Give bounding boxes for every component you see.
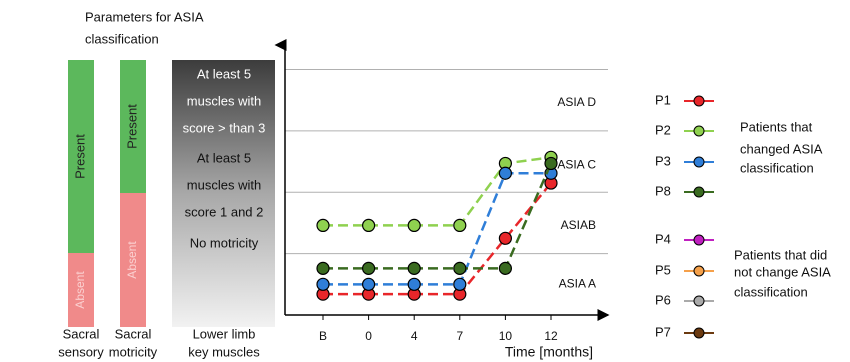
series-line <box>323 172 551 286</box>
series-point <box>498 231 512 245</box>
legend-marker <box>693 156 705 168</box>
series-point <box>316 261 330 275</box>
legend-label: P5 <box>655 262 671 277</box>
band-label: ASIA A <box>559 276 596 290</box>
series-point <box>316 277 330 291</box>
column-label: Sacral <box>63 326 100 341</box>
segment-label: Present <box>124 104 139 149</box>
column-label: motricity <box>109 344 158 359</box>
legend-label: P1 <box>655 92 671 107</box>
muscle-level: muscles with <box>187 177 261 192</box>
legend-marker <box>693 125 705 137</box>
segment-label: Absent <box>73 271 87 309</box>
series-point <box>498 166 512 180</box>
series-point <box>407 277 421 291</box>
band-label: ASIAB <box>561 218 596 232</box>
muscle-box <box>172 60 275 327</box>
column-label: Lower limb <box>193 326 256 341</box>
legend-label: P8 <box>655 183 671 198</box>
x-tick-label: 7 <box>456 329 463 343</box>
panel-title: Parameters for ASIA <box>85 9 204 24</box>
legend-marker <box>693 295 705 307</box>
legend-group-label: not change ASIA <box>734 264 831 279</box>
x-tick-label: 10 <box>499 329 513 343</box>
x-tick-label: 0 <box>365 329 372 343</box>
muscle-level: No motricity <box>190 235 259 250</box>
band-label: ASIA C <box>557 157 596 171</box>
series-point <box>407 218 421 233</box>
series-point <box>453 218 467 233</box>
legend-label: P2 <box>655 122 671 137</box>
series-point <box>362 277 376 291</box>
legend-marker <box>693 265 705 277</box>
series-point <box>544 156 558 171</box>
legend-group-label: Patients that did <box>734 247 827 262</box>
legend-marker <box>693 186 705 198</box>
legend-group-label: classification <box>740 160 814 175</box>
series-line <box>323 156 552 227</box>
muscle-level: At least 5 <box>197 150 251 165</box>
muscle-level: muscles with <box>187 93 261 108</box>
segment-label: Absent <box>125 241 139 279</box>
panel-title: classification <box>85 31 159 46</box>
x-axis-label: Time [months] <box>505 344 593 360</box>
series-point <box>453 277 467 291</box>
legend-group-label: classification <box>734 284 808 299</box>
band-label: ASIA D <box>557 95 596 109</box>
series-line <box>323 182 552 296</box>
legend-label: P3 <box>655 153 671 168</box>
series-point <box>407 261 421 275</box>
column-label: key muscles <box>188 344 260 359</box>
series-line <box>323 162 553 270</box>
x-tick-label: B <box>319 329 327 343</box>
x-tick-label: 12 <box>544 329 558 343</box>
muscle-level: score > than 3 <box>183 120 266 135</box>
column-label: Sacral <box>115 326 152 341</box>
legend-label: P4 <box>655 231 671 246</box>
absent-bar <box>68 253 94 327</box>
legend-group-label: Patients that <box>740 119 813 134</box>
x-tick-label: 4 <box>411 329 418 343</box>
series-point <box>498 261 512 275</box>
legend-label: P6 <box>655 292 671 307</box>
legend-marker <box>693 95 705 107</box>
segment-label: Present <box>72 134 87 179</box>
series-point <box>362 218 376 233</box>
legend-marker <box>693 327 705 339</box>
muscle-level: score 1 and 2 <box>185 204 264 219</box>
muscle-level: At least 5 <box>197 66 251 81</box>
legend-marker <box>693 234 705 246</box>
series-point <box>453 261 467 275</box>
present-bar <box>120 60 146 193</box>
series-point <box>362 261 376 275</box>
series-point <box>316 218 330 233</box>
legend-label: P7 <box>655 324 671 339</box>
legend-group-label: changed ASIA <box>740 141 823 156</box>
absent-bar <box>120 193 146 327</box>
present-bar <box>68 60 94 253</box>
column-label: sensory <box>58 344 104 359</box>
